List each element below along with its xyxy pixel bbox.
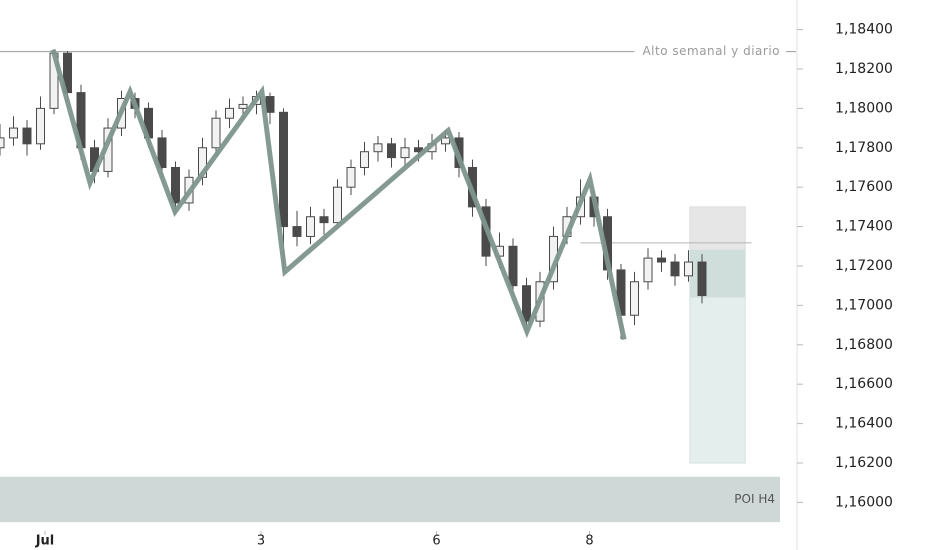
candle-body: [22, 127, 32, 145]
candle-body: [36, 107, 45, 145]
candle-body: [670, 261, 680, 277]
y-tick-label: 1,18000: [835, 100, 893, 116]
candle-body: [373, 143, 383, 153]
y-tick-label: 1,17000: [835, 297, 893, 313]
y-tick-label: 1,18200: [835, 61, 893, 77]
zigzag-line: [50, 48, 627, 340]
candle-body: [643, 257, 653, 283]
candle-body: [360, 151, 369, 168]
y-tick-label: 1,18400: [835, 22, 893, 38]
x-tick-label: Jul: [35, 534, 55, 549]
y-tick-label: 1,17800: [835, 140, 893, 156]
candle-body: [238, 103, 248, 109]
candle-body: [387, 143, 396, 159]
candle-body: [225, 107, 234, 119]
candle-body: [292, 226, 302, 237]
price-axis-bg: [797, 0, 932, 550]
candle-body: [319, 216, 329, 224]
candle-body: [346, 166, 356, 188]
x-tick-label: 8: [585, 534, 593, 549]
candle-body: [0, 137, 5, 149]
candle-body: [441, 137, 450, 145]
candle-body: [171, 166, 180, 204]
candle-body: [279, 111, 288, 228]
y-tick-label: 1,17400: [835, 219, 893, 235]
y-tick-label: 1,17600: [835, 179, 893, 195]
candle-body: [157, 137, 167, 168]
y-tick-label: 1,16400: [835, 416, 893, 432]
candle-body: [684, 261, 693, 277]
level-label: Alto semanal y diario: [642, 44, 780, 58]
candle-body: [508, 245, 518, 287]
y-tick-label: 1,17200: [835, 258, 893, 274]
zone-label: POI H4: [734, 492, 775, 506]
candle-body: [306, 216, 315, 237]
candle-body: [9, 127, 18, 139]
candle-body: [522, 285, 531, 322]
candle-body: [657, 257, 666, 263]
y-tick-label: 1,16200: [835, 455, 893, 471]
y-tick-label: 1,16600: [835, 376, 893, 392]
x-tick-label: 3: [257, 534, 265, 549]
y-tick-label: 1,16000: [835, 494, 893, 510]
candle-body: [211, 117, 221, 149]
poi-zone: [0, 476, 780, 523]
candle-body: [630, 281, 639, 316]
candle-body: [400, 147, 410, 159]
y-tick-label: 1,16800: [835, 337, 893, 353]
stop-zone: [689, 206, 746, 251]
candle-body: [333, 186, 342, 224]
x-tick-label: 6: [432, 534, 440, 549]
candle-body: [697, 261, 707, 297]
candle-body: [265, 96, 275, 113]
